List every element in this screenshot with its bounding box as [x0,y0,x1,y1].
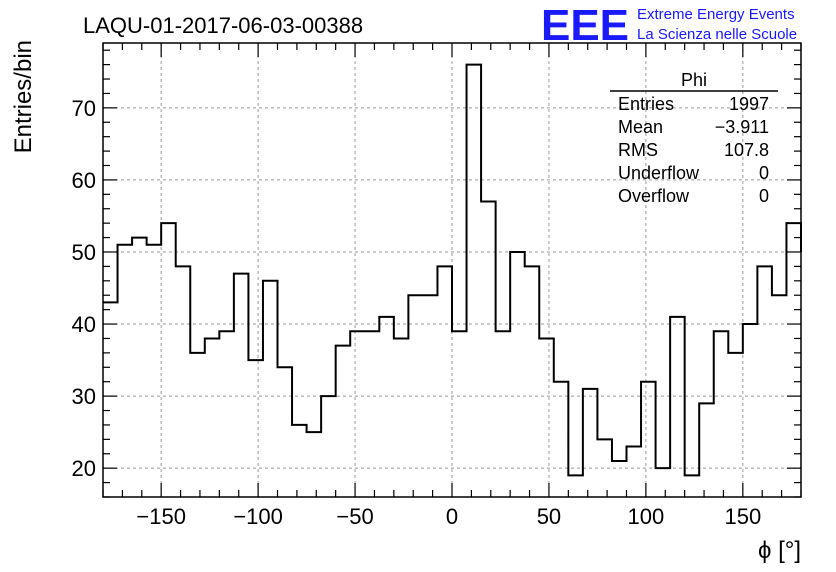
y-tick-label: 70 [72,96,96,121]
stats-title: Phi [681,70,707,90]
y-tick-labels: 20 30 40 50 60 70 [72,96,96,481]
eee-logo: EEE Extreme Energy Events La Scienza nel… [541,1,797,50]
logo-line-2: La Scienza nelle Scuole [637,26,797,43]
stats-label-rms: RMS [618,140,658,160]
x-tick-label: 100 [628,504,665,529]
stats-value-rms: 107.8 [724,140,769,160]
x-tick-label: 50 [537,504,561,529]
x-tick-label: −50 [336,504,373,529]
x-tick-label: 150 [724,504,761,529]
y-tick-label: 20 [72,456,96,481]
stats-value-underflow: 0 [759,163,769,183]
x-tick-labels: −150 −100 −50 0 50 100 150 [136,504,761,529]
logo-line-1: Extreme Energy Events [637,6,795,23]
y-axis-label: Entries/bin [10,40,37,153]
y-tick-label: 60 [72,168,96,193]
stats-label-entries: Entries [618,94,674,114]
chart-title: LAQU-01-2017-06-03-00388 [83,13,363,38]
stats-label-mean: Mean [618,117,663,137]
grid [103,43,801,497]
y-tick-label: 50 [72,240,96,265]
logo-letters: EEE [541,1,629,50]
stats-value-overflow: 0 [759,186,769,206]
axis-ticks [102,43,802,498]
y-tick-label: 30 [72,384,96,409]
stats-label-underflow: Underflow [618,163,700,183]
stats-value-entries: 1997 [729,94,769,114]
x-tick-label: 0 [446,504,458,529]
x-tick-label: −150 [136,504,186,529]
x-tick-label: −100 [233,504,283,529]
x-axis-label: ϕ [°] [758,537,801,564]
stats-box: Phi Entries 1997 Mean −3.911 RMS 107.8 Underfl… [610,70,778,206]
y-tick-label: 40 [72,312,96,337]
stats-value-mean: −3.911 [715,117,769,137]
stats-label-overflow: Overflow [618,186,690,206]
histogram-series [103,63,802,477]
histogram-outline [103,63,802,477]
